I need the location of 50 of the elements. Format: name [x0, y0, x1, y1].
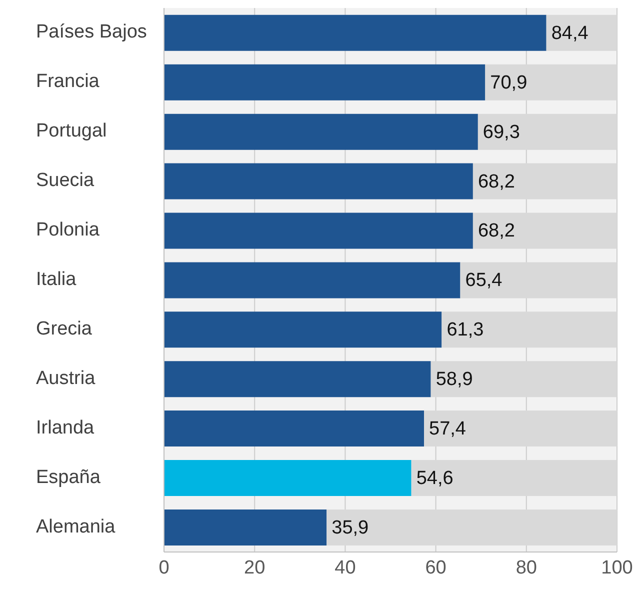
- bar: [164, 14, 546, 51]
- y-tick-label: Portugal: [36, 120, 107, 142]
- y-tick-label: Austria: [36, 368, 96, 389]
- y-tick-label: Francia: [36, 71, 100, 92]
- y-tick-label: España: [36, 466, 101, 488]
- bar: [424, 410, 617, 447]
- data-label: 68,2: [478, 171, 515, 192]
- data-label: 54,6: [416, 468, 454, 490]
- data-label: 69,3: [482, 122, 520, 143]
- bar: [546, 14, 617, 51]
- y-tick-label: Suecia: [36, 170, 95, 192]
- x-tick-label: 60: [425, 557, 446, 578]
- bar: [164, 460, 412, 496]
- y-tick-label: Irlanda: [36, 417, 95, 438]
- bar: [164, 312, 442, 348]
- x-tick-label: 80: [516, 557, 537, 578]
- bar: [164, 361, 431, 398]
- bar: [164, 509, 327, 546]
- bar: [485, 64, 617, 100]
- data-label: 70,9: [490, 72, 528, 94]
- bar: [164, 64, 486, 100]
- bar: [164, 114, 478, 150]
- y-tick-label: Grecia: [36, 318, 92, 340]
- y-tick-label: Italia: [36, 269, 77, 290]
- bar: [326, 509, 617, 546]
- x-tick-label: 40: [334, 557, 356, 578]
- bar: [164, 410, 424, 447]
- bar: [460, 262, 617, 298]
- data-label: 84,4: [551, 22, 589, 44]
- bar: [442, 312, 617, 348]
- y-tick-label: Alemania: [36, 516, 116, 538]
- bar: [164, 212, 473, 249]
- bar: [411, 460, 617, 496]
- bar: [472, 212, 617, 249]
- bar: [472, 163, 617, 200]
- y-tick-label: Polonia: [36, 220, 100, 241]
- y-tick-label: Países Bajos: [36, 22, 147, 43]
- x-tick-label: 0: [158, 557, 170, 578]
- bar: [430, 361, 617, 398]
- data-label: 61,3: [446, 320, 484, 341]
- data-label: 58,9: [436, 369, 473, 390]
- bar: [164, 163, 473, 200]
- bar: [164, 262, 460, 298]
- data-label: 68,2: [478, 220, 515, 242]
- x-tick-label: 20: [244, 557, 266, 578]
- data-label: 65,4: [465, 270, 503, 292]
- bar: [478, 114, 617, 150]
- data-label: 57,4: [429, 418, 466, 440]
- x-tick-label: 100: [601, 557, 633, 578]
- data-label: 35,9: [332, 517, 369, 538]
